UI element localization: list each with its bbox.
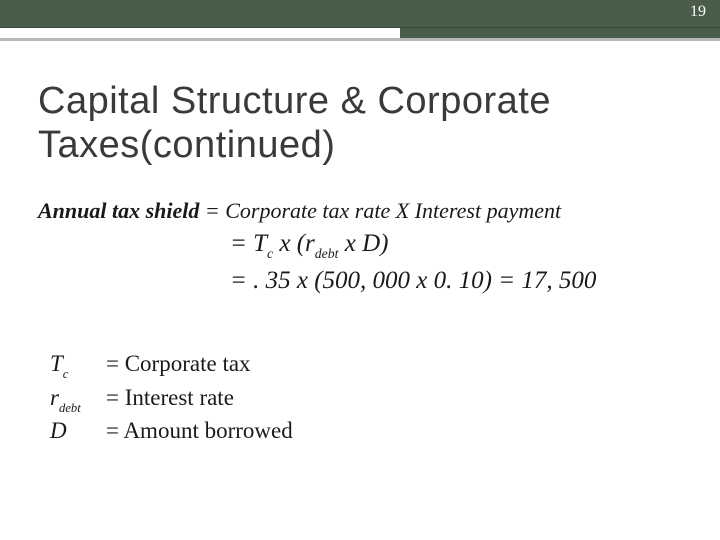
formula-l2-mid: x (r [273, 230, 315, 257]
slide-title: Capital Structure & Corporate Taxes(cont… [38, 80, 690, 167]
formula-eq: = [199, 198, 225, 223]
formula-l2-sub2: debt [315, 246, 339, 261]
def2-symbol: rdebt [50, 382, 106, 416]
header-accent-bar [400, 28, 720, 38]
def1-sym-pre: T [50, 351, 63, 376]
formula-lhs: Annual tax shield [38, 198, 199, 223]
formula-line-2: = Tc x (rdebt x D) [230, 230, 700, 261]
def3-value: = Amount borrowed [106, 418, 293, 443]
def2-sym-sub: debt [59, 401, 81, 415]
definition-row-2: rdebt= Interest rate [50, 382, 293, 416]
def3-symbol: D [50, 415, 106, 446]
def1-value: = Corporate tax [106, 351, 251, 376]
def2-value: = Interest rate [106, 385, 234, 410]
formula-l2-sub1: c [267, 246, 273, 261]
def2-sym-pre: r [50, 385, 59, 410]
header-divider-line [0, 38, 720, 41]
header-top-bar: 19 [0, 0, 720, 28]
formula-line-1: Annual tax shield = Corporate tax rate X… [38, 198, 700, 224]
formula-block: Annual tax shield = Corporate tax rate X… [38, 198, 700, 295]
definition-row-1: Tc= Corporate tax [50, 348, 293, 382]
formula-rhs-text: Corporate tax rate X Interest payment [225, 198, 561, 223]
formula-l2-pre: = T [230, 230, 267, 257]
formula-line-3: = . 35 x (500, 000 x 0. 10) = 17, 500 [230, 267, 700, 295]
formula-l2-post: x D) [338, 230, 388, 257]
definition-row-3: D= Amount borrowed [50, 415, 293, 446]
definitions-block: Tc= Corporate tax rdebt= Interest rate D… [50, 348, 293, 446]
def1-symbol: Tc [50, 348, 106, 382]
slide-header: 19 [0, 0, 720, 52]
page-number: 19 [690, 3, 706, 21]
def1-sym-sub: c [63, 367, 69, 381]
